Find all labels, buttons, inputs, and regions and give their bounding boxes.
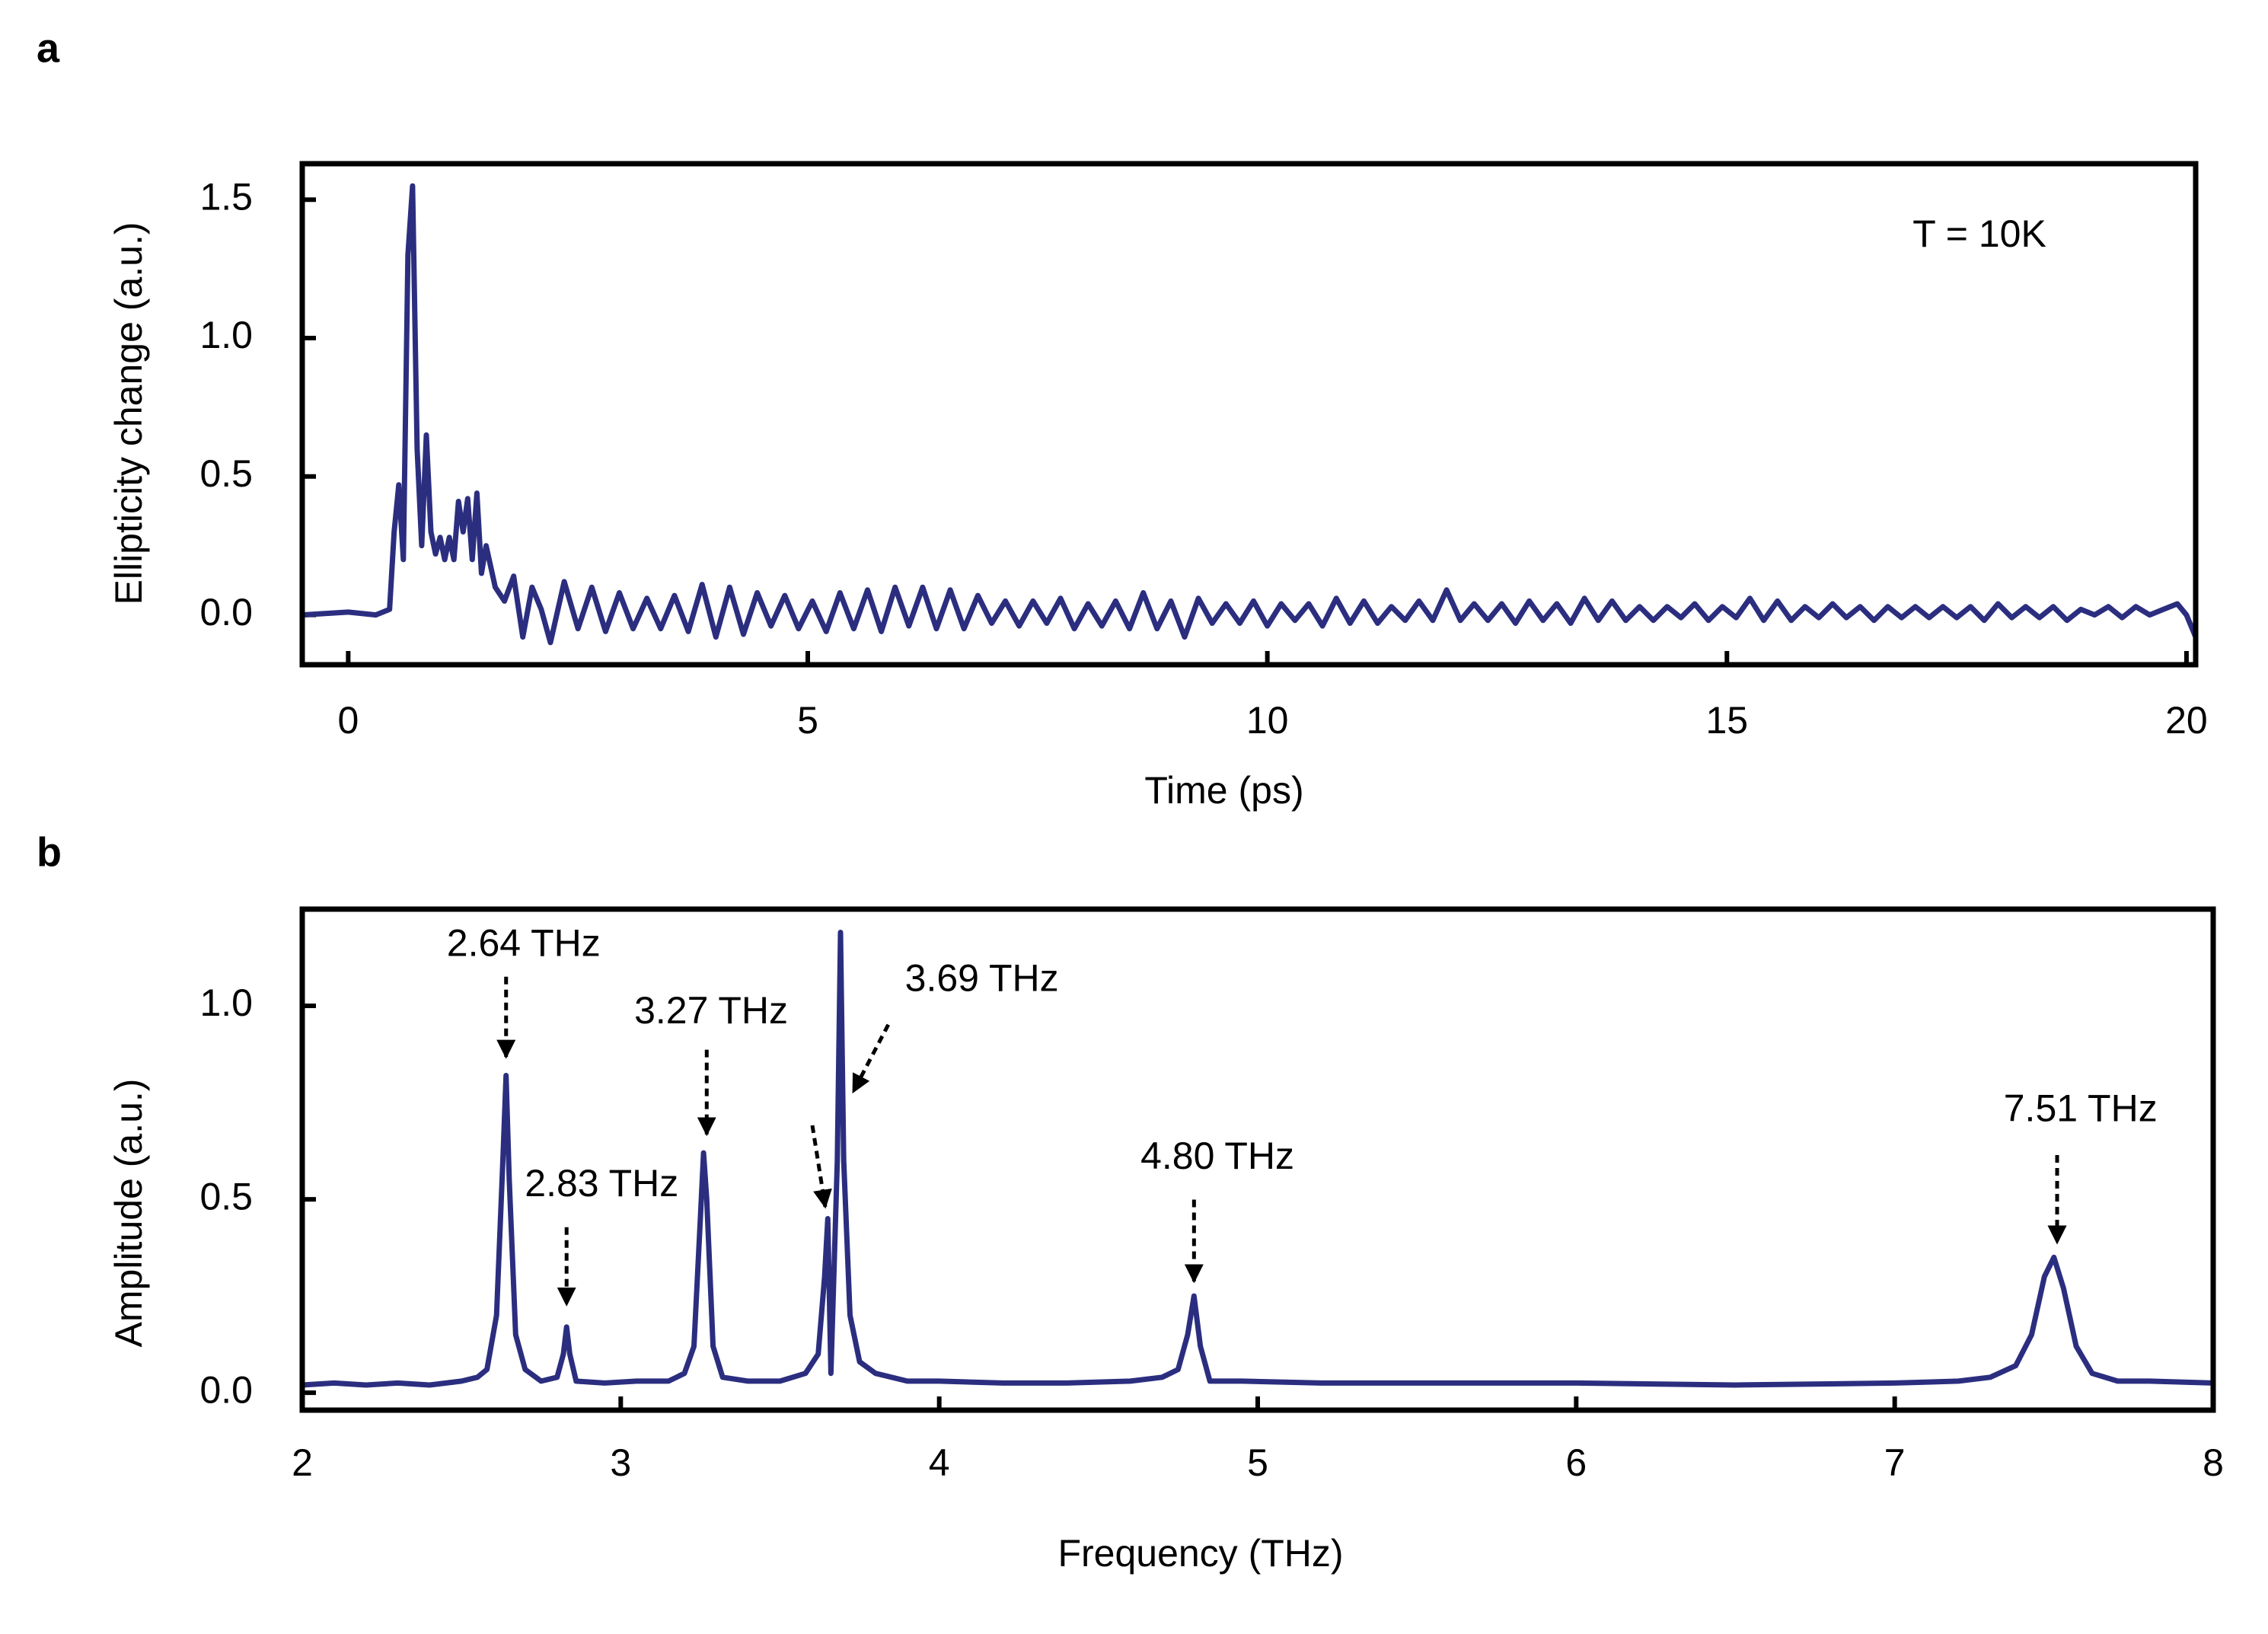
y-tick-label: 0.0 (199, 591, 253, 633)
x-tick-label: 20 (2165, 699, 2208, 742)
x-tick-label: 0 (337, 699, 359, 742)
y-tick-label: 1.0 (199, 314, 253, 356)
y-tick-label: 0.5 (199, 452, 253, 495)
annotation-arrow (810, 1125, 832, 1209)
x-axis-label: Frequency (THz) (1057, 1532, 1343, 1575)
x-tick-label: 2 (292, 1441, 313, 1484)
data-line (302, 186, 2196, 643)
data-line (302, 933, 2213, 1386)
annotation: T = 10K (1912, 212, 2046, 255)
y-tick-label: 1.0 (199, 981, 253, 1024)
x-tick-label: 6 (1565, 1441, 1587, 1484)
plot-frame (299, 161, 2199, 668)
x-tick-label: 8 (2203, 1441, 2224, 1484)
plot-frame (299, 906, 2216, 1413)
annotation-arrow (851, 1023, 890, 1094)
x-tick-label: 7 (1884, 1441, 1906, 1484)
panel-label: b (37, 829, 62, 875)
x-tick-label: 3 (610, 1441, 631, 1484)
x-tick-label: 5 (1247, 1441, 1268, 1484)
y-tick-label: 0.0 (199, 1368, 253, 1411)
annotation-label: 3.27 THz (634, 989, 788, 1032)
y-axis-label: Amplitude (a.u.) (107, 1079, 150, 1348)
x-tick-label: 5 (797, 699, 818, 742)
x-tick-label: 4 (929, 1441, 950, 1484)
annotation-label: 4.80 THz (1140, 1135, 1294, 1177)
annotation-label: 2.64 THz (447, 922, 601, 965)
x-tick-label: 10 (1246, 699, 1289, 742)
y-tick-label: 1.5 (199, 175, 253, 218)
x-axis-label: Time (ps) (1144, 769, 1303, 812)
x-tick-label: 15 (1705, 699, 1748, 742)
annotation-label: 2.83 THz (525, 1162, 678, 1205)
y-axis-label: Ellipticity change (a.u.) (107, 222, 150, 605)
panel-label: a (37, 25, 60, 71)
annotation-label: 3.69 THz (905, 956, 1059, 999)
y-tick-label: 0.5 (199, 1175, 253, 1218)
annotation-label: 7.51 THz (2004, 1087, 2158, 1130)
